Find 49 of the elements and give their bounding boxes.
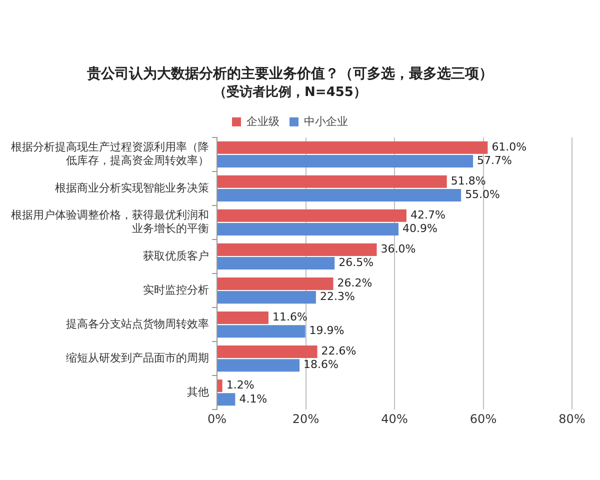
- y-tick-label: 获取优质客户: [143, 249, 209, 262]
- x-tick-label: 0%: [207, 412, 227, 426]
- y-tick-label: 提高各分支站点货物周转效率: [66, 317, 209, 330]
- y-tick-label: 根据商业分析实现智能业务决策: [55, 181, 209, 194]
- bar: [218, 257, 335, 270]
- data-label: 51.8%: [450, 174, 486, 188]
- legend-label: 中小企业: [304, 114, 348, 128]
- bar: [218, 188, 462, 202]
- bar: [218, 141, 488, 154]
- y-tick-label: 根据用户体验调整价格，获得最优利润和业务增长的平衡: [11, 208, 209, 235]
- bar: [218, 223, 398, 236]
- y-tick-label: 根据分析提高现生产过程资源利用率（降低库存，提高资金周转效率）: [11, 140, 209, 167]
- data-label: 19.9%: [309, 324, 344, 338]
- bar: [218, 380, 222, 392]
- y-tick-label: 缩短从研发到产品面市的周期: [66, 351, 209, 364]
- data-label: 42.7%: [410, 208, 446, 222]
- data-label: 18.6%: [304, 358, 338, 372]
- data-label: 57.7%: [477, 154, 512, 168]
- data-label: 4.1%: [239, 392, 268, 406]
- bar: [218, 154, 474, 168]
- data-label: 1.2%: [226, 378, 254, 392]
- chart-subtitle: （受访者比例，N=455）: [214, 84, 366, 100]
- bar: [218, 359, 300, 372]
- data-label: 22.3%: [320, 290, 355, 304]
- data-label: 36.0%: [380, 242, 416, 256]
- x-tick-label: 40%: [381, 412, 408, 426]
- bar: [218, 291, 316, 304]
- data-label: 11.6%: [272, 310, 308, 324]
- data-label: 26.5%: [338, 256, 374, 270]
- data-label: 55.0%: [465, 188, 500, 202]
- data-label: 61.0%: [492, 140, 527, 154]
- x-tick-label: 20%: [292, 412, 320, 426]
- bar: [218, 345, 318, 358]
- x-tick-label: 80%: [558, 412, 586, 426]
- bar: [218, 393, 236, 406]
- data-label: 40.9%: [402, 222, 438, 236]
- data-label: 22.6%: [321, 344, 356, 358]
- data-label: 26.2%: [337, 276, 372, 290]
- legend-label: 企业级: [246, 114, 280, 128]
- bar: [218, 175, 447, 188]
- chart-title: 贵公司认为大数据分析的主要业务价值？（可多选，最多选三项）: [86, 65, 493, 82]
- x-tick-label: 60%: [470, 412, 497, 426]
- bar: [218, 209, 406, 222]
- bar: [218, 277, 334, 290]
- y-tick-label: 其他: [187, 385, 209, 398]
- bar: [218, 243, 377, 256]
- bar: [218, 311, 268, 324]
- bar: [218, 325, 306, 338]
- y-tick-label: 实时监控分析: [143, 283, 209, 296]
